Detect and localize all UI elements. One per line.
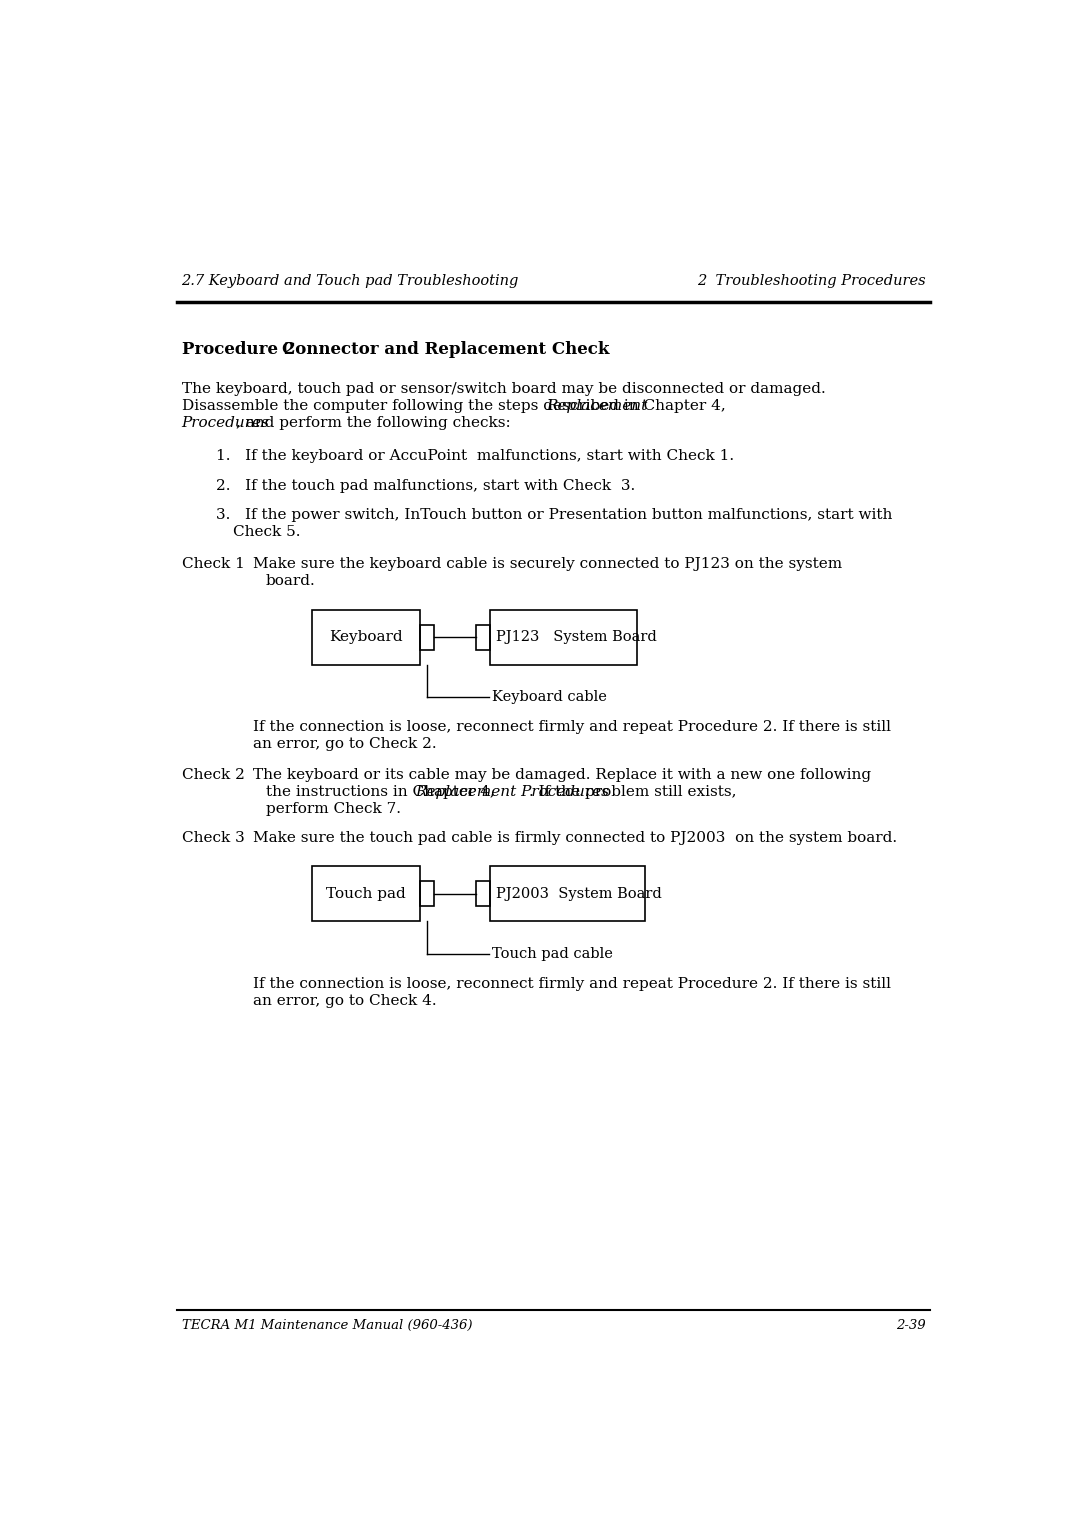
Text: Touch pad cable: Touch pad cable	[492, 947, 613, 961]
Text: 2-39: 2-39	[896, 1319, 926, 1331]
Text: TECRA M1 Maintenance Manual (960-436): TECRA M1 Maintenance Manual (960-436)	[181, 1319, 472, 1331]
Bar	[312, 866, 420, 921]
Bar	[490, 866, 645, 921]
Text: 1.   If the keyboard or AccuPoint  malfunctions, start with Check 1.: 1. If the keyboard or AccuPoint malfunct…	[216, 450, 734, 464]
Text: PJ123   System Board: PJ123 System Board	[496, 630, 657, 644]
Text: 2.7 Keyboard and Touch pad Troubleshooting: 2.7 Keyboard and Touch pad Troubleshooti…	[181, 274, 518, 288]
Text: Connector and Replacement Check: Connector and Replacement Check	[282, 342, 610, 358]
Text: Keyboard: Keyboard	[329, 630, 403, 644]
Text: Make sure the touch pad cable is firmly connected to PJ2003  on the system board: Make sure the touch pad cable is firmly …	[253, 831, 896, 845]
Text: Procedures: Procedures	[181, 415, 269, 430]
Text: 2.   If the touch pad malfunctions, start with Check  3.: 2. If the touch pad malfunctions, start …	[216, 479, 636, 493]
Text: Check 1: Check 1	[181, 557, 244, 572]
Text: the instructions in Chapter 4,: the instructions in Chapter 4,	[266, 785, 500, 799]
Text: Keyboard cable: Keyboard cable	[492, 691, 607, 705]
Bar	[420, 625, 434, 650]
Text: Disassemble the computer following the steps described in Chapter 4,: Disassemble the computer following the s…	[181, 398, 730, 413]
Text: Replacement: Replacement	[545, 398, 647, 413]
Text: board.: board.	[266, 573, 315, 589]
Text: The keyboard or its cable may be damaged. Replace it with a new one following: The keyboard or its cable may be damaged…	[253, 769, 870, 782]
Bar	[420, 881, 434, 906]
Text: , and perform the following checks:: , and perform the following checks:	[235, 415, 511, 430]
Text: . If the problem still exists,: . If the problem still exists,	[529, 785, 737, 799]
Text: Procedure 2: Procedure 2	[181, 342, 295, 358]
Text: Touch pad: Touch pad	[326, 886, 406, 901]
Text: an error, go to Check 2.: an error, go to Check 2.	[253, 738, 436, 752]
Text: an error, go to Check 4.: an error, go to Check 4.	[253, 994, 436, 1008]
Text: perform Check 7.: perform Check 7.	[266, 802, 401, 816]
Bar	[476, 881, 490, 906]
Text: Check 2: Check 2	[181, 769, 244, 782]
Text: If the connection is loose, reconnect firmly and repeat Procedure 2. If there is: If the connection is loose, reconnect fi…	[253, 720, 891, 735]
Text: Make sure the keyboard cable is securely connected to PJ123 on the system: Make sure the keyboard cable is securely…	[253, 557, 842, 572]
Text: Check 3: Check 3	[181, 831, 244, 845]
Bar	[476, 625, 490, 650]
Bar	[490, 610, 637, 665]
Text: The keyboard, touch pad or sensor/switch board may be disconnected or damaged.: The keyboard, touch pad or sensor/switch…	[181, 381, 825, 395]
Text: Check 5.: Check 5.	[233, 525, 301, 538]
Text: If the connection is loose, reconnect firmly and repeat Procedure 2. If there is: If the connection is loose, reconnect fi…	[253, 978, 891, 991]
Text: PJ2003  System Board: PJ2003 System Board	[496, 886, 662, 901]
Text: 2  Troubleshooting Procedures: 2 Troubleshooting Procedures	[697, 274, 926, 288]
Text: 3.   If the power switch, InTouch button or Presentation button malfunctions, st: 3. If the power switch, InTouch button o…	[216, 508, 893, 522]
Text: Replacement Procedures: Replacement Procedures	[415, 785, 609, 799]
Bar	[312, 610, 420, 665]
